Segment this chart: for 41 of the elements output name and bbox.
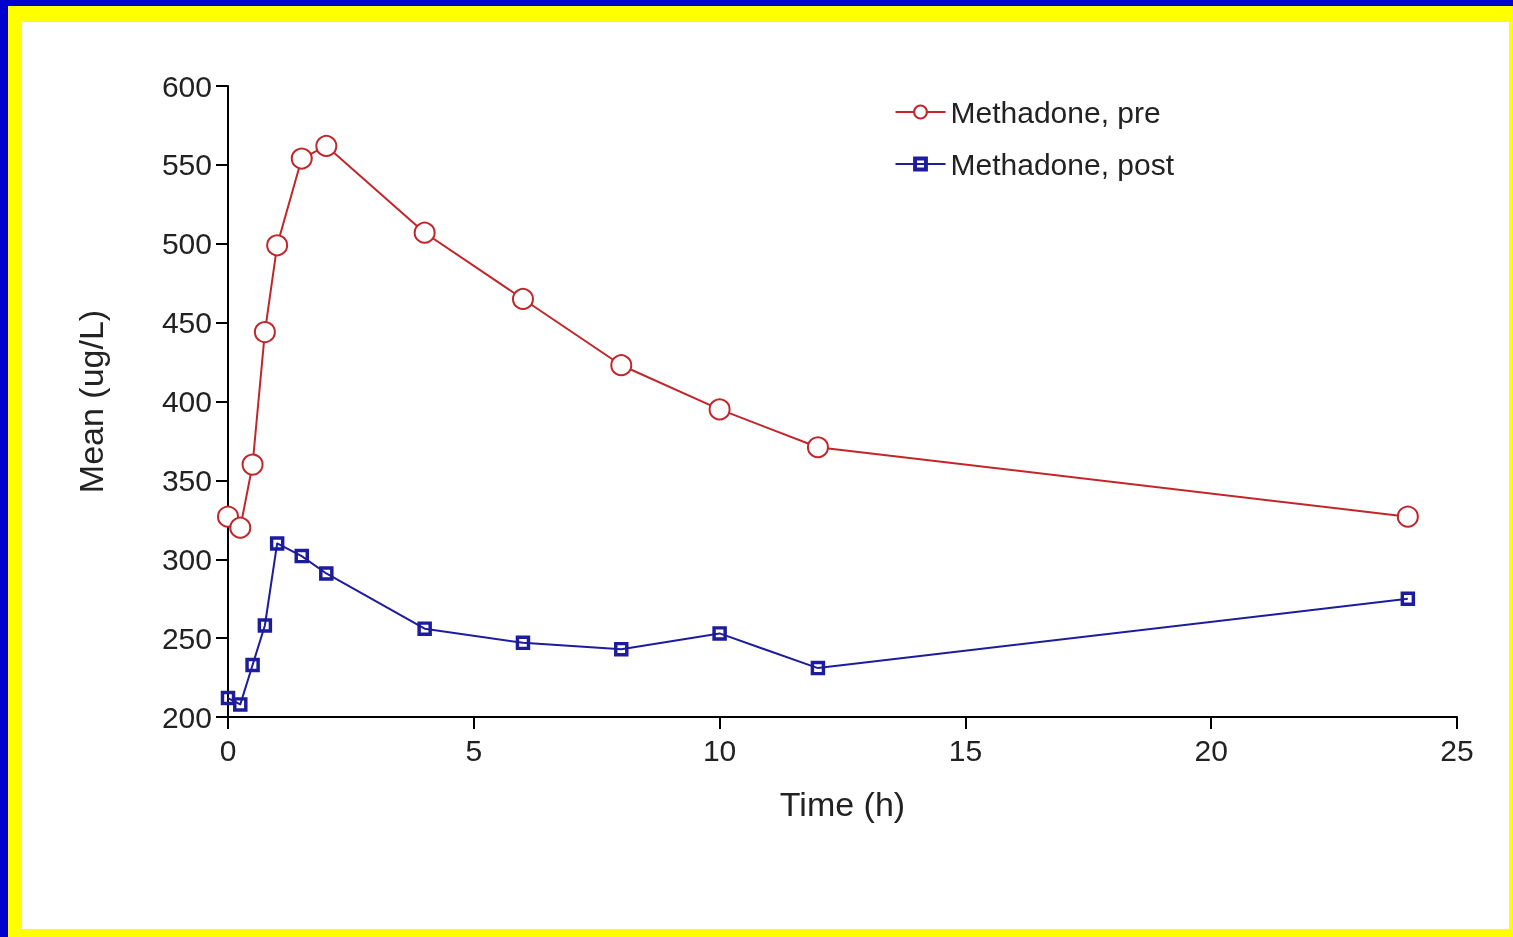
point — [294, 548, 309, 564]
legend-label: Methadone, pre — [950, 95, 1161, 129]
legend-label: Methadone, post — [950, 147, 1175, 181]
x-tick-label: 15 — [948, 733, 983, 767]
point — [614, 641, 629, 657]
point — [708, 398, 731, 421]
point — [610, 354, 633, 377]
y-tick-label: 200 — [161, 700, 212, 734]
y-tick-label: 300 — [161, 542, 212, 576]
point — [511, 287, 534, 310]
point — [245, 657, 260, 673]
x-tick-label: 0 — [219, 733, 237, 767]
y-tick-label: 400 — [161, 385, 212, 418]
point — [253, 321, 276, 344]
point — [315, 134, 338, 157]
x-tick-label: 20 — [1194, 733, 1228, 767]
point — [269, 536, 285, 551]
point — [266, 234, 289, 257]
y-tick-label: 350 — [161, 463, 212, 497]
x-axis-title: Time (h) — [779, 785, 906, 823]
point — [712, 626, 727, 641]
point — [319, 566, 334, 581]
y-tick-label: 500 — [161, 227, 212, 261]
y-tick-label: 550 — [161, 148, 212, 182]
point — [233, 697, 248, 712]
point — [417, 621, 432, 636]
x-tick-label: 25 — [1440, 733, 1474, 767]
point — [241, 453, 264, 476]
y-tick-label: 450 — [161, 306, 212, 340]
x-tick-label: 10 — [702, 733, 737, 767]
point — [413, 221, 436, 244]
point — [806, 436, 829, 459]
y-tick-label: 250 — [161, 621, 212, 655]
point — [1400, 591, 1416, 606]
point — [290, 147, 313, 170]
point — [1396, 505, 1419, 528]
point — [229, 516, 252, 539]
y-axis-title: Mean (ug/L) — [72, 309, 110, 494]
x-tick-label: 5 — [465, 733, 483, 767]
y-tick-label: 600 — [161, 69, 212, 103]
point — [257, 618, 273, 633]
